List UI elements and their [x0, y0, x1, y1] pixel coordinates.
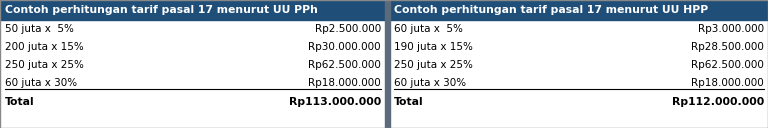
Text: Rp62.500.000: Rp62.500.000 — [691, 60, 764, 70]
Text: 250 juta x 25%: 250 juta x 25% — [394, 60, 473, 70]
Bar — [0, 0, 385, 20]
Text: Rp2.500.000: Rp2.500.000 — [315, 24, 381, 34]
Text: Contoh perhitungan tarif pasal 17 menurut UU HPP: Contoh perhitungan tarif pasal 17 menuru… — [394, 5, 708, 15]
Text: 200 juta x 15%: 200 juta x 15% — [5, 42, 84, 52]
Bar — [385, 0, 390, 128]
Text: Rp112.000.000: Rp112.000.000 — [672, 97, 764, 107]
Text: Rp3.000.000: Rp3.000.000 — [698, 24, 764, 34]
Bar — [389, 0, 768, 20]
Text: 60 juta x 30%: 60 juta x 30% — [5, 78, 77, 88]
Text: 60 juta x  5%: 60 juta x 5% — [394, 24, 463, 34]
Text: Total: Total — [5, 97, 35, 107]
Text: 60 juta x 30%: 60 juta x 30% — [394, 78, 466, 88]
Text: Rp62.500.000: Rp62.500.000 — [308, 60, 381, 70]
Text: 250 juta x 25%: 250 juta x 25% — [5, 60, 84, 70]
Text: Rp18.000.000: Rp18.000.000 — [308, 78, 381, 88]
Text: Contoh perhitungan tarif pasal 17 menurut UU PPh: Contoh perhitungan tarif pasal 17 menuru… — [5, 5, 318, 15]
Text: Rp30.000.000: Rp30.000.000 — [309, 42, 381, 52]
Text: Rp113.000.000: Rp113.000.000 — [289, 97, 381, 107]
Text: 190 juta x 15%: 190 juta x 15% — [394, 42, 473, 52]
Text: Total: Total — [394, 97, 424, 107]
Text: 50 juta x  5%: 50 juta x 5% — [5, 24, 74, 34]
Text: Rp28.500.000: Rp28.500.000 — [691, 42, 764, 52]
Text: Rp18.000.000: Rp18.000.000 — [691, 78, 764, 88]
